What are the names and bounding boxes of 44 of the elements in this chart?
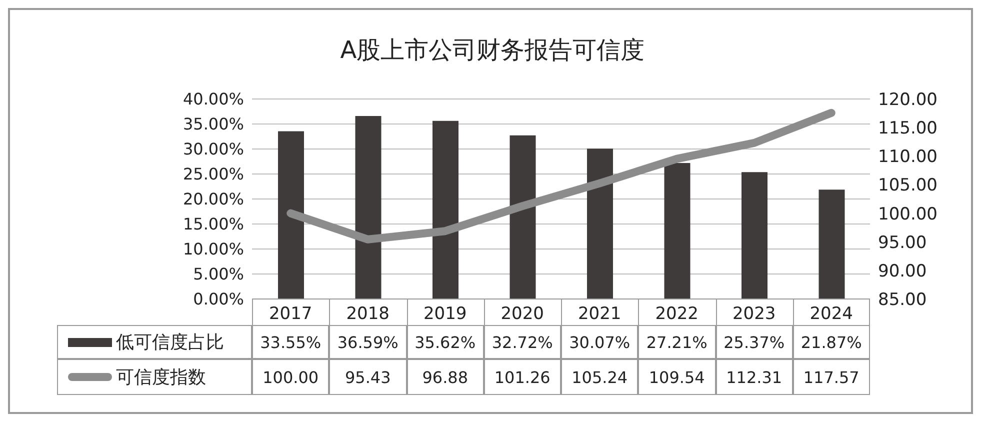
y2-tick-label: 85.00: [878, 290, 927, 310]
data-label: 21.87%: [792, 325, 870, 359]
y2-tick-label: 95.00: [878, 232, 927, 253]
data-label: 100.00: [252, 359, 330, 395]
x-tick-label: 2023: [732, 304, 776, 324]
y2-tick-label: 110.00: [878, 147, 938, 168]
data-label: 95.43: [329, 359, 406, 395]
data-label: 32.72%: [484, 325, 561, 359]
y2-tick-label: 100.00: [878, 204, 938, 224]
data-label: 117.57: [792, 359, 870, 395]
y2-tick-label: 115.00: [878, 118, 938, 139]
data-label: 35.62%: [406, 325, 484, 359]
data-label: 36.59%: [329, 325, 406, 359]
y-tick-label: 30.00%: [182, 140, 244, 159]
y-tick-label: 25.00%: [182, 164, 244, 184]
y-tick-label: 35.00%: [182, 114, 244, 134]
data-label: 105.24: [561, 359, 638, 395]
y2-tick-label: 90.00: [878, 261, 927, 282]
legend-label: 低可信度占比: [116, 331, 224, 354]
data-label: 27.21%: [638, 325, 716, 359]
data-label: 96.88: [406, 359, 484, 395]
data-label: 25.37%: [716, 325, 793, 359]
y-tick-label: 5.00%: [193, 264, 244, 284]
x-tick-label: 2021: [578, 304, 622, 324]
y-tick-label: 0.00%: [193, 290, 244, 309]
data-label: 101.26: [484, 359, 561, 395]
y2-tick-label: 120.00: [878, 90, 938, 110]
x-tick-label: 2019: [423, 304, 467, 324]
x-tick-label: 2020: [500, 304, 544, 324]
chart-title: A股上市公司财务报告可信度: [339, 35, 646, 66]
data-label: 30.07%: [561, 325, 638, 359]
x-tick-label: 2018: [346, 304, 390, 324]
y2-tick-label: 105.00: [878, 176, 938, 196]
y-tick-label: 15.00%: [182, 214, 244, 234]
x-tick-label: 2017: [268, 304, 312, 324]
y-tick-label: 10.00%: [182, 240, 244, 259]
data-label: 33.55%: [252, 325, 330, 359]
legend-label: 可信度指数: [116, 366, 206, 389]
x-tick-label: 2024: [810, 304, 854, 324]
data-label: 112.31: [716, 359, 793, 395]
x-tick-label: 2022: [655, 304, 699, 324]
y-tick-label: 20.00%: [182, 190, 244, 209]
y-tick-label: 40.00%: [182, 90, 244, 109]
data-label: 109.54: [638, 359, 716, 395]
